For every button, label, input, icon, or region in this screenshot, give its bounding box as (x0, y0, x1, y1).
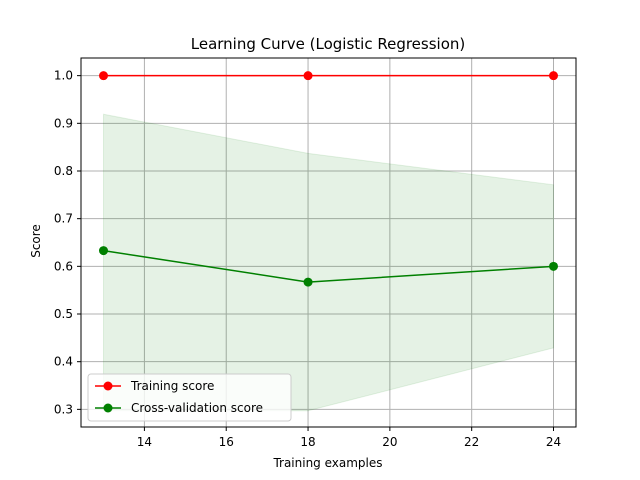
y-tick-label: 0.4 (54, 355, 73, 369)
y-tick-label: 0.5 (54, 307, 73, 321)
legend-marker-training-score (103, 381, 113, 391)
y-tick-label: 0.8 (54, 164, 73, 178)
y-axis-ticks: 0.3 0.4 0.5 0.6 0.7 0.8 0.9 1.0 (54, 69, 81, 416)
x-axis-ticks: 14 16 18 20 22 24 (137, 427, 561, 449)
x-tick-label: 18 (300, 435, 315, 449)
legend: Training score Cross-validation score (87, 373, 292, 422)
legend-label-training-score: Training score (130, 379, 214, 393)
series-markers (99, 71, 558, 287)
plot-background (81, 58, 576, 427)
x-tick-label: 20 (382, 435, 397, 449)
y-tick-label: 0.7 (54, 212, 73, 226)
grid (81, 58, 576, 427)
cross-validation-score-point (99, 246, 108, 256)
cross-validation-score-point (303, 277, 313, 287)
legend-box (87, 373, 292, 422)
plot-frame (80, 57, 577, 428)
x-tick-label: 22 (464, 435, 479, 449)
y-tick-label: 0.9 (54, 116, 73, 130)
y-tick-label: 0.6 (54, 259, 73, 273)
legend-label-cross-validation-score: Cross-validation score (131, 401, 263, 415)
training-score-point (549, 71, 558, 81)
training-score-point (303, 71, 313, 81)
y-tick-label: 1.0 (54, 69, 73, 83)
y-axis-label: Score (29, 224, 43, 258)
x-axis-label: Training examples (272, 456, 382, 470)
training-score-point (99, 71, 108, 81)
y-tick-label: 0.3 (54, 402, 73, 416)
plot-area (80, 57, 577, 428)
chart-title: Learning Curve (Logistic Regression) (191, 35, 466, 53)
x-tick-label: 14 (137, 435, 152, 449)
cross-validation-score-point (549, 261, 558, 271)
legend-marker-cross-validation-score (103, 403, 113, 413)
x-tick-label: 24 (546, 435, 561, 449)
x-tick-label: 16 (219, 435, 234, 449)
